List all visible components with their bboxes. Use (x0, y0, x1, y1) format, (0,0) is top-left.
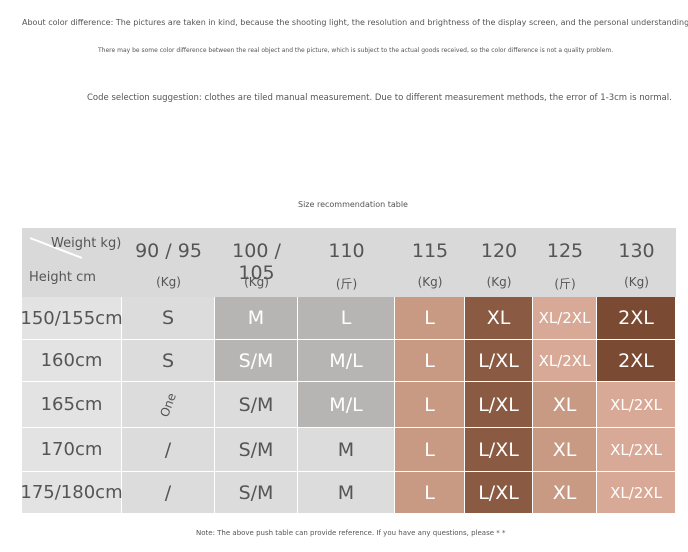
header-bg (22, 228, 676, 297)
column-unit: (Kg) (417, 275, 443, 289)
size-cell: M (298, 428, 395, 472)
size-cell: 2XL (597, 297, 676, 340)
size-text: M (337, 481, 355, 504)
size-cell: S/M (215, 472, 298, 514)
size-cell: / (122, 472, 215, 514)
size-text: S/M (238, 438, 274, 461)
row-height: 175/180cm (20, 472, 123, 514)
size-text: L/XL (478, 481, 519, 504)
size-cell: L (395, 472, 465, 514)
size-text: L (424, 349, 435, 372)
column-weight: 120 (480, 240, 518, 262)
size-text: L/XL (478, 438, 519, 461)
column-weight: 110 (328, 240, 365, 262)
note: About color difference: The pictures are… (22, 18, 688, 27)
size-text: L/XL (478, 393, 519, 416)
size-text: L (424, 393, 435, 416)
size-cell: M/L (298, 340, 395, 382)
size-cell: One (122, 382, 215, 428)
size-text: XL (552, 438, 577, 461)
size-text: XL/2XL (538, 309, 591, 327)
size-text: S/M (238, 393, 274, 416)
size-cell: S (122, 340, 215, 382)
column-weight: 100 / 105 (232, 240, 281, 284)
size-text: S (161, 307, 175, 329)
note: Code selection suggestion: clothes are t… (87, 93, 672, 103)
size-text: XL (486, 307, 511, 329)
size-text: M/L (329, 349, 363, 372)
size-text: XL/2XL (610, 395, 662, 414)
footer-note: Note: The above push table can provide r… (196, 529, 506, 537)
size-cell: L (298, 297, 395, 340)
column-weight: 115 (411, 240, 449, 262)
size-cell: XL/2XL (533, 340, 597, 382)
column-unit: (斤) (554, 277, 576, 291)
column-unit: (斤) (335, 277, 358, 291)
size-cell: L (395, 382, 465, 428)
column-weight: 130 (618, 240, 655, 262)
size-cell: L (395, 340, 465, 382)
size-cell: S/M (215, 340, 298, 382)
size-text: One (157, 390, 179, 419)
size-cell: M (215, 297, 298, 340)
corner-height: Height cm (29, 270, 96, 285)
size-cell: S/M (215, 428, 298, 472)
size-cell: L (395, 428, 465, 472)
size-cell: 2XL (597, 340, 676, 382)
column-unit: (Kg) (244, 275, 269, 289)
size-text: S (161, 349, 175, 372)
size-text: M (247, 307, 265, 329)
column-unit: (Kg) (624, 275, 649, 289)
size-text: XL/2XL (538, 351, 591, 370)
size-cell: XL (533, 382, 597, 428)
size-cell: L/XL (465, 472, 533, 514)
size-cell: S/M (215, 382, 298, 428)
size-cell: XL/2XL (597, 428, 676, 472)
row-height: 170cm (22, 428, 122, 472)
size-text: M/L (329, 393, 363, 416)
size-text: XL (552, 481, 577, 504)
size-text: L (340, 307, 352, 329)
size-cell: XL (465, 297, 533, 340)
size-text: XL/2XL (610, 483, 662, 502)
size-cell: XL (533, 428, 597, 472)
column-unit: (Kg) (486, 275, 512, 289)
size-text: / (164, 438, 172, 461)
row-height: 160cm (22, 340, 122, 382)
table-title: Size recommendation table (298, 200, 408, 209)
size-text: XL (552, 393, 577, 416)
size-cell: S (122, 297, 215, 340)
size-text: S/M (238, 481, 274, 504)
size-text: L (424, 438, 435, 461)
corner-line (29, 237, 83, 259)
size-cell: XL (533, 472, 597, 514)
size-text: L (424, 481, 435, 504)
size-text: / (164, 481, 172, 504)
size-text: L/XL (478, 349, 519, 372)
size-cell: XL/2XL (597, 472, 676, 514)
row-height: 165cm (22, 382, 122, 428)
size-cell: M/L (298, 382, 395, 428)
size-cell: M (298, 472, 395, 514)
column-unit: (Kg) (156, 275, 181, 289)
size-cell: XL/2XL (533, 297, 597, 340)
size-text: S/M (238, 349, 274, 372)
column-weight: 125 (546, 240, 584, 262)
size-text: 2XL (618, 307, 654, 329)
size-text: L (424, 307, 435, 329)
size-text: XL/2XL (610, 440, 662, 459)
size-cell: L/XL (465, 340, 533, 382)
size-cell: / (122, 428, 215, 472)
corner-weight: Weight kg) (51, 236, 122, 251)
size-cell: XL/2XL (597, 382, 676, 428)
size-cell: L/XL (465, 382, 533, 428)
column-weight: 90 / 95 (135, 240, 202, 262)
size-cell: L/XL (465, 428, 533, 472)
note: There may be some color difference betwe… (98, 47, 614, 54)
row-height: 150/155cm (20, 297, 123, 340)
size-cell: L (395, 297, 465, 340)
size-text: 2XL (618, 349, 654, 372)
size-text: M (337, 438, 355, 461)
